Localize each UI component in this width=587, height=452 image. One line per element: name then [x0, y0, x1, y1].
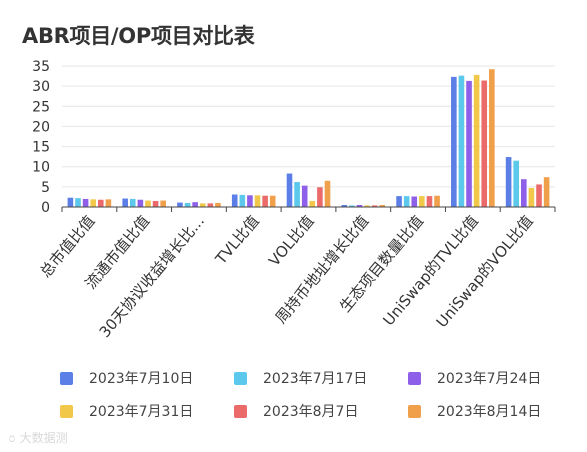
bar[interactable]	[301, 185, 308, 207]
legend-label: 2023年8月14日	[437, 404, 542, 420]
legend-label: 2023年7月24日	[437, 371, 542, 387]
chart-title: ABR项目/OP项目对比表	[22, 24, 255, 48]
bar[interactable]	[317, 187, 323, 207]
bar[interactable]	[105, 199, 112, 207]
legend-swatch	[234, 371, 247, 385]
bar[interactable]	[160, 200, 166, 207]
legend: 2023年7月10日 2023年7月17日 2023年7月24日 2023年7月31日…	[60, 368, 541, 421]
bar[interactable]	[419, 196, 425, 207]
bar[interactable]	[466, 80, 472, 207]
bar[interactable]	[97, 199, 104, 207]
bar[interactable]	[396, 196, 402, 207]
bar[interactable]	[286, 173, 293, 207]
watermark: ᭵ 大数据测	[8, 429, 68, 451]
bar[interactable]	[505, 157, 512, 207]
legend-label: 2023年8月7日	[263, 404, 359, 420]
bar[interactable]	[481, 80, 488, 208]
bar[interactable]	[349, 205, 355, 207]
bar[interactable]	[458, 75, 465, 207]
legend-swatch	[60, 404, 73, 418]
legend-swatch	[408, 371, 421, 385]
legend-item[interactable]: 2023年8月14日	[408, 401, 541, 421]
legend-item[interactable]: 2023年7月10日	[60, 368, 193, 388]
bar[interactable]	[137, 199, 144, 207]
y-tick-label: 35	[32, 59, 50, 75]
bar[interactable]	[371, 205, 378, 207]
bar[interactable]	[262, 195, 268, 207]
bar[interactable]	[247, 195, 253, 207]
bar[interactable]	[528, 188, 535, 207]
watermark-text: 大数据测	[19, 431, 68, 445]
bar[interactable]	[231, 194, 238, 207]
bar[interactable]	[254, 195, 261, 207]
legend-label: 2023年7月17日	[263, 371, 368, 387]
bar[interactable]	[184, 202, 191, 207]
bar[interactable]	[513, 160, 520, 207]
bar[interactable]	[192, 202, 198, 207]
y-axis-ticks: 0 5 10 15 20 25 30 35	[32, 59, 50, 216]
legend-item[interactable]: 2023年7月17日	[234, 368, 367, 388]
y-tick-label: 10	[32, 160, 50, 176]
bar[interactable]	[543, 177, 550, 207]
x-axis	[61, 206, 556, 212]
legend-label: 2023年7月10日	[89, 371, 194, 387]
bar[interactable]	[434, 195, 440, 207]
bar[interactable]	[199, 203, 206, 207]
legend-swatch	[408, 404, 421, 418]
bar[interactable]	[364, 205, 370, 207]
bar[interactable]	[75, 198, 81, 207]
bar[interactable]	[403, 196, 410, 207]
bar[interactable]	[451, 76, 457, 207]
bar[interactable]	[324, 180, 331, 207]
y-tick-label: 30	[32, 79, 50, 95]
y-tick-label: 20	[32, 119, 50, 135]
y-tick-label: 5	[41, 180, 50, 196]
bar[interactable]	[215, 202, 221, 207]
bar[interactable]	[82, 198, 89, 207]
bar[interactable]	[356, 204, 363, 207]
bar[interactable]	[239, 194, 246, 207]
bar[interactable]	[521, 179, 527, 207]
bar[interactable]	[379, 204, 386, 207]
bar[interactable]	[294, 182, 300, 207]
y-tick-label: 25	[32, 99, 50, 115]
bar[interactable]	[90, 199, 96, 207]
bar[interactable]	[207, 203, 214, 207]
y-tick-label: 15	[32, 140, 50, 156]
legend-item[interactable]: 2023年7月31日	[60, 401, 193, 421]
bar[interactable]	[122, 198, 128, 207]
bar[interactable]	[152, 200, 159, 207]
bar[interactable]	[426, 196, 433, 207]
legend-swatch	[60, 371, 73, 385]
grid-lines	[62, 65, 555, 188]
legend-swatch	[234, 404, 247, 418]
y-tick-label: 0	[41, 200, 50, 216]
legend-item[interactable]: 2023年8月7日	[234, 401, 358, 421]
bar[interactable]	[145, 200, 151, 207]
bar[interactable]	[177, 202, 183, 207]
legend-item[interactable]: 2023年7月24日	[408, 368, 541, 388]
bar[interactable]	[67, 197, 74, 207]
bar[interactable]	[536, 184, 542, 207]
bar[interactable]	[473, 74, 480, 207]
bar[interactable]	[129, 198, 136, 207]
bar[interactable]	[489, 69, 495, 207]
bar[interactable]	[309, 200, 316, 207]
bar[interactable]	[341, 204, 348, 207]
legend-label: 2023年7月31日	[89, 404, 194, 420]
bar[interactable]	[411, 196, 418, 207]
bar[interactable]	[269, 195, 276, 207]
bars	[67, 69, 550, 208]
watermark-icon: ᭵	[8, 431, 16, 445]
